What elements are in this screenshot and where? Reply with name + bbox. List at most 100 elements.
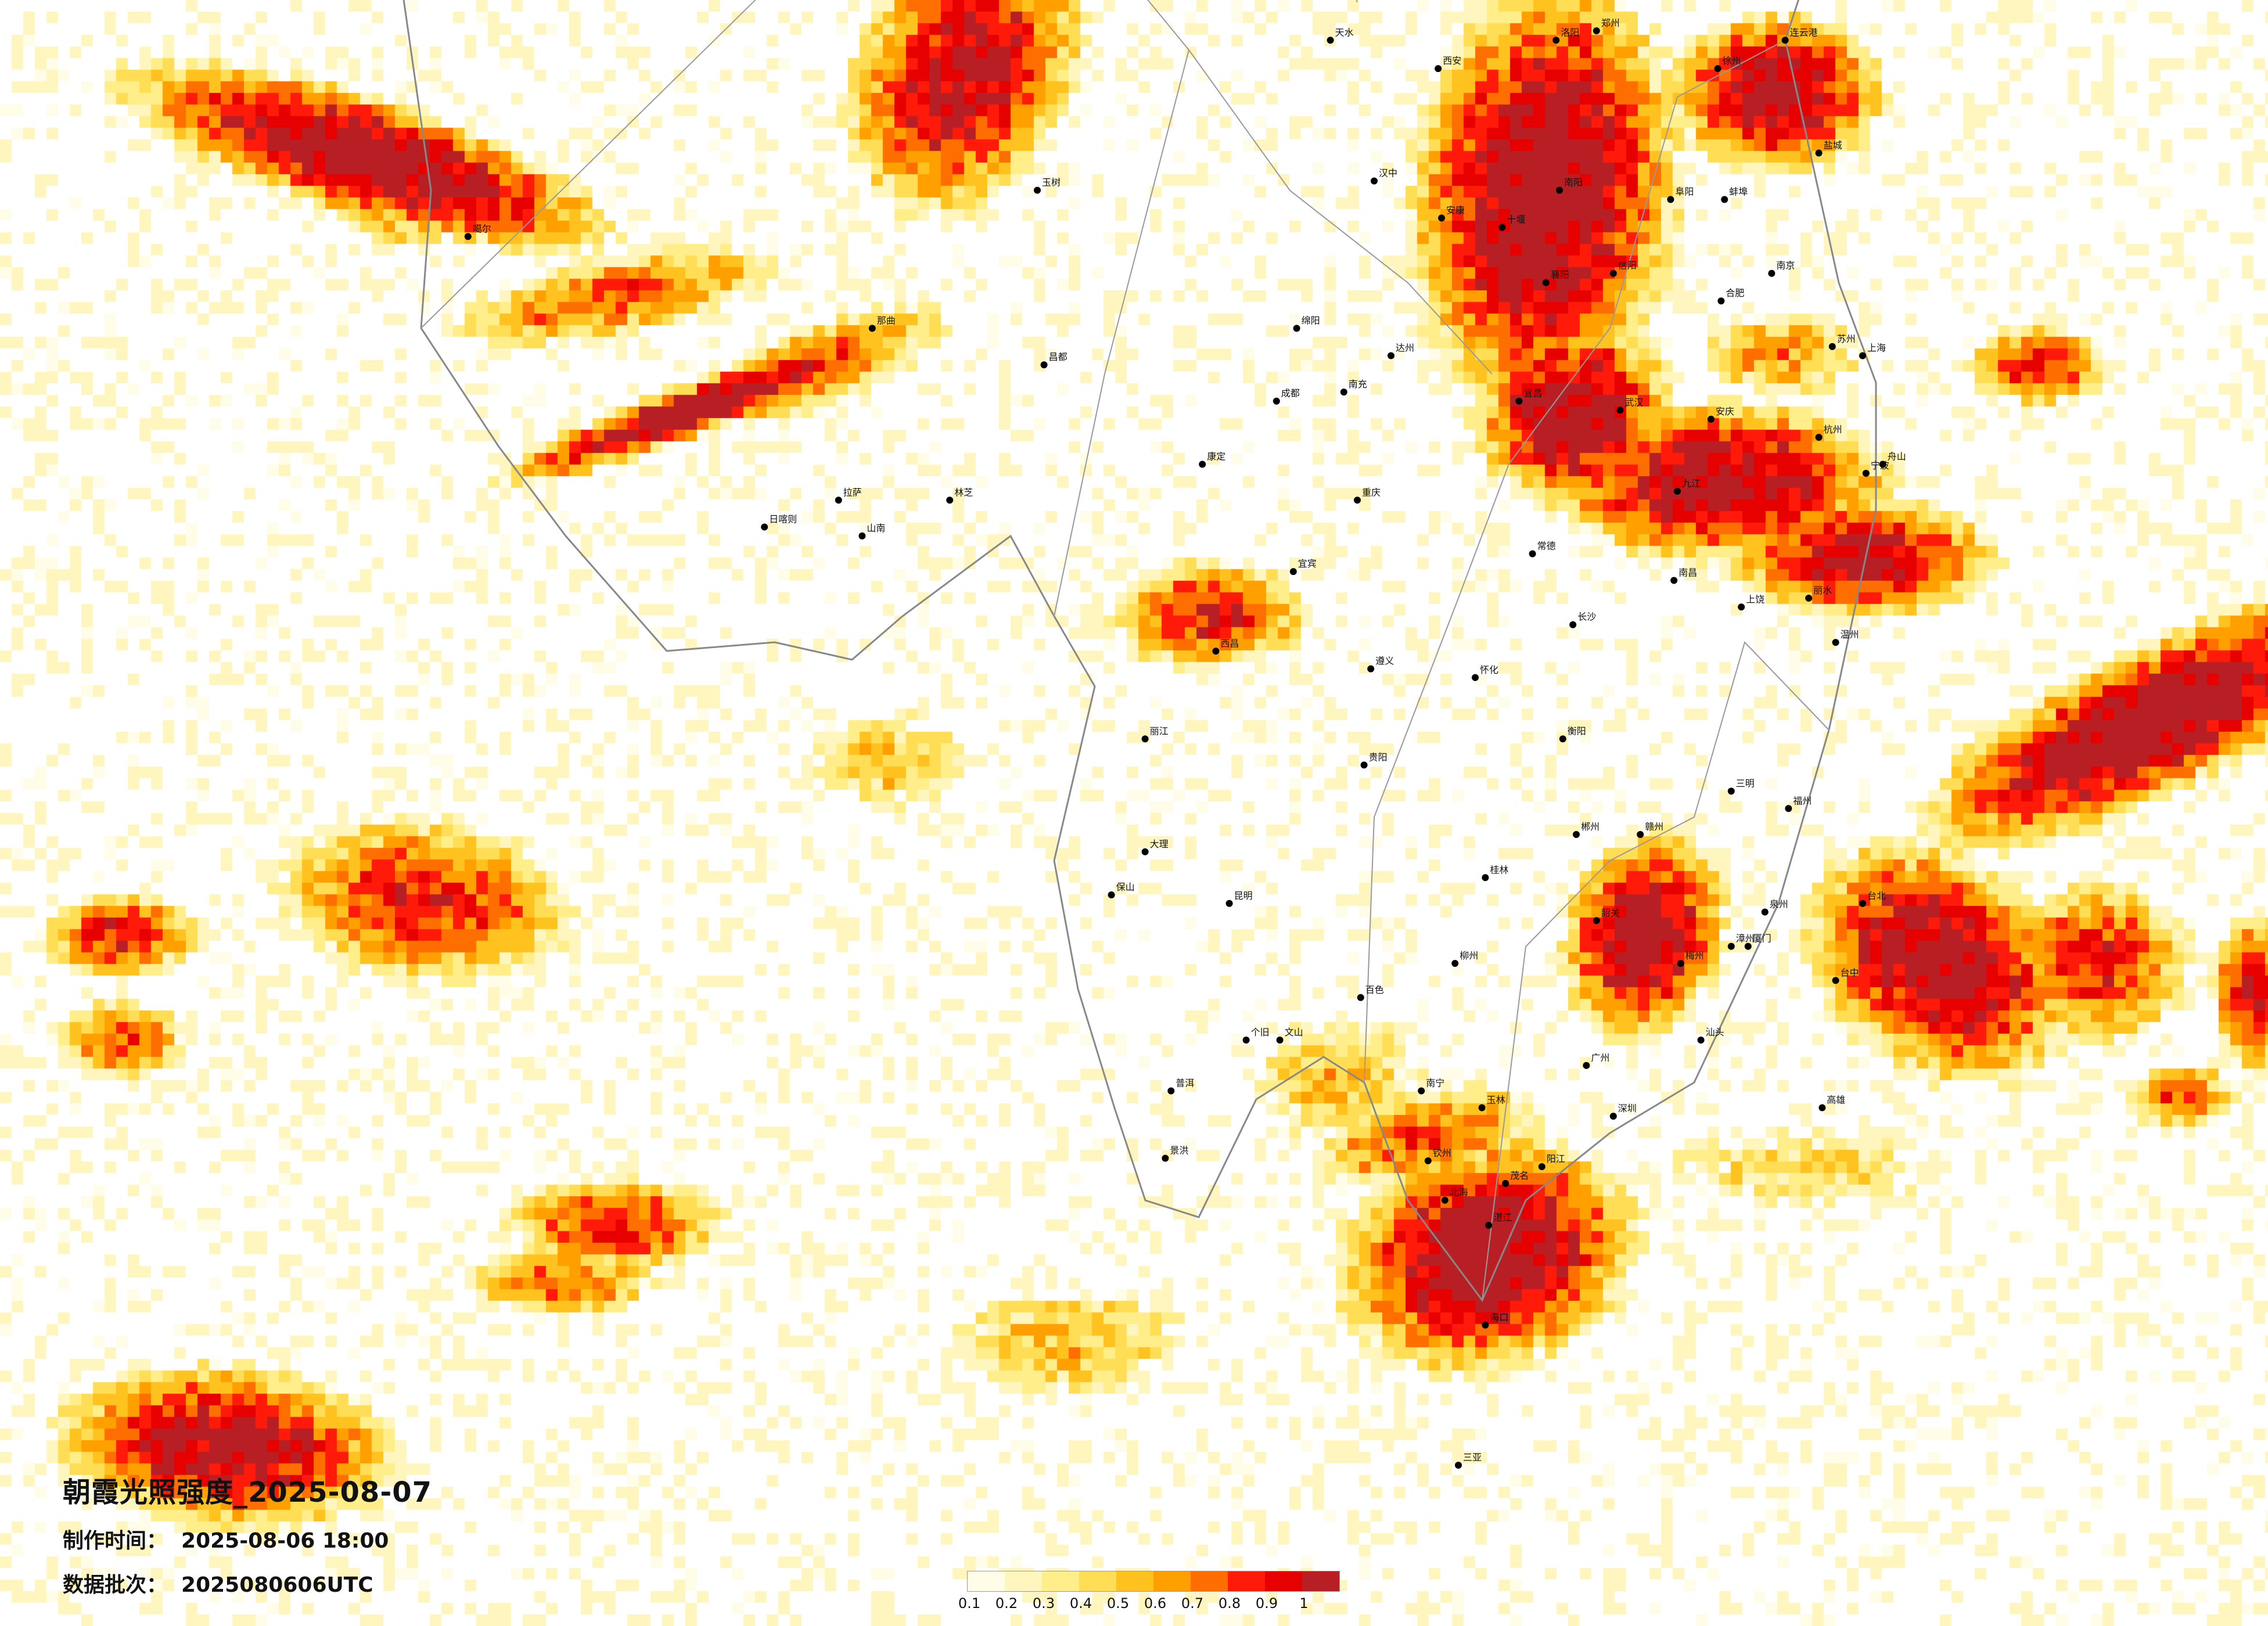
- city-marker: 三亚: [1455, 1452, 1482, 1469]
- city-label: 盐城: [1824, 140, 1842, 151]
- city-label: 郴州: [1581, 821, 1600, 832]
- city-marker: 武汉: [1616, 397, 1643, 414]
- city-dot: [1455, 1462, 1462, 1469]
- city-label: 北海: [1450, 1187, 1468, 1198]
- city-marker: 绵阳: [1293, 315, 1320, 332]
- city-dot: [1388, 352, 1394, 359]
- city-marker: 赣州: [1637, 821, 1663, 838]
- city-dot: [858, 532, 866, 539]
- data-batch-label: 数据批次：: [63, 1573, 168, 1597]
- city-label: 南充: [1349, 379, 1367, 390]
- city-dot: [1559, 735, 1566, 743]
- city-label: 海口: [1490, 1312, 1508, 1323]
- made-time-label: 制作时间：: [63, 1529, 168, 1553]
- city-dot: [868, 325, 876, 332]
- city-label: 漳州: [1736, 933, 1755, 944]
- city-marker: 康定: [1199, 451, 1225, 468]
- legend-tick-label: 0.2: [995, 1595, 1018, 1611]
- city-label: 绵阳: [1302, 315, 1320, 326]
- city-dot: [1862, 470, 1870, 477]
- city-dot: [1242, 1037, 1250, 1044]
- city-marker: 连云港: [1781, 27, 1818, 44]
- province-border: [1054, 48, 1493, 617]
- city-label: 天水: [1335, 27, 1354, 38]
- legend-swatch: [1153, 1571, 1191, 1591]
- city-label: 玉林: [1487, 1095, 1505, 1106]
- city-label: 衡阳: [1568, 725, 1586, 736]
- city-marker: 三明: [1727, 778, 1755, 795]
- city-marker: 漳州: [1727, 933, 1755, 950]
- city-marker: 郑州: [1593, 17, 1620, 34]
- city-dot: [1832, 977, 1839, 984]
- city-label: 杭州: [1824, 424, 1842, 435]
- province-border: [420, 0, 1189, 329]
- city-label: 拉萨: [843, 487, 862, 498]
- city-marker: 合肥: [1717, 287, 1744, 305]
- city-marker: 福州: [1785, 795, 1811, 812]
- legend-tick-label: 0.3: [1032, 1595, 1055, 1611]
- city-dot: [1573, 831, 1580, 838]
- city-label: 汕头: [1706, 1027, 1724, 1038]
- data-batch-row: 数据批次： 2025080606UTC: [63, 1568, 432, 1598]
- city-label: 安庆: [1716, 406, 1734, 417]
- city-marker: 茂名: [1502, 1170, 1529, 1187]
- city-dot: [1542, 279, 1550, 286]
- city-label: 林芝: [954, 487, 973, 498]
- city-dot: [1697, 1037, 1705, 1044]
- city-marker: 成都: [1273, 388, 1300, 405]
- city-label: 三明: [1736, 778, 1755, 789]
- city-label: 连云港: [1790, 27, 1818, 38]
- city-marker: 宜宾: [1289, 558, 1317, 575]
- legend-tick-label: 0.1: [958, 1595, 981, 1611]
- city-marker: 十堰: [1498, 214, 1525, 231]
- map-title: 朝霞光照强度_2025-08-07: [63, 1476, 433, 1509]
- legend-swatch: [1079, 1571, 1116, 1591]
- city-label: 日喀则: [769, 514, 797, 525]
- city-marker: 衡阳: [1559, 725, 1586, 743]
- city-marker: 大理: [1141, 839, 1169, 855]
- city-marker: 钦州: [1424, 1147, 1451, 1164]
- city-marker: 丽水: [1805, 585, 1832, 602]
- city-dot: [1108, 891, 1115, 898]
- legend-tick-label: 1: [1299, 1595, 1309, 1611]
- city-label: 泉州: [1770, 899, 1788, 910]
- city-dot: [1478, 1104, 1486, 1111]
- city-dot: [1438, 214, 1445, 222]
- city-label: 丽江: [1150, 725, 1169, 736]
- city-label: 西安: [1443, 55, 1461, 66]
- made-time-row: 制作时间： 2025-08-06 18:00: [63, 1524, 432, 1554]
- city-marker: 上海: [1859, 343, 1886, 359]
- city-dot: [464, 233, 472, 240]
- city-label: 重庆: [1362, 487, 1381, 498]
- made-time-value: 2025-08-06 18:00: [181, 1529, 389, 1553]
- city-dot: [1199, 461, 1206, 468]
- city-label: 厦门: [1753, 933, 1771, 944]
- city-label: 福州: [1793, 795, 1811, 806]
- legend-tick-label: 0.4: [1069, 1595, 1092, 1611]
- city-label: 上海: [1867, 343, 1886, 354]
- city-marker: 昌都: [1040, 351, 1067, 369]
- city-label: 阜阳: [1675, 186, 1694, 197]
- city-dot: [1781, 37, 1789, 44]
- city-dot: [1340, 388, 1347, 396]
- city-marker: 桂林: [1482, 864, 1508, 882]
- legend-swatch: [1265, 1571, 1302, 1591]
- city-marker: 汉中: [1371, 168, 1397, 185]
- city-label: 赣州: [1645, 821, 1663, 832]
- city-marker: 南充: [1340, 379, 1367, 396]
- city-marker: 台北: [1859, 890, 1886, 907]
- city-label: 郑州: [1601, 17, 1620, 28]
- city-dot: [1828, 343, 1836, 350]
- city-markers: 阿勒泰伊宁昌吉乌鲁木齐哈密库尔勒阿克苏喀什和田噶尔嘉峪关酒泉德令哈格尔木玉树昌都…: [464, 17, 1906, 1469]
- city-dot: [1727, 942, 1735, 950]
- city-label: 百色: [1365, 984, 1384, 995]
- city-marker: 玉林: [1478, 1095, 1505, 1111]
- city-label: 南宁: [1426, 1078, 1444, 1089]
- city-dot: [1721, 196, 1728, 203]
- city-label: 达州: [1396, 343, 1414, 354]
- city-dot: [1538, 1163, 1545, 1170]
- city-dot: [1367, 665, 1375, 672]
- city-dot: [1667, 196, 1674, 203]
- city-marker: 盐城: [1815, 140, 1842, 157]
